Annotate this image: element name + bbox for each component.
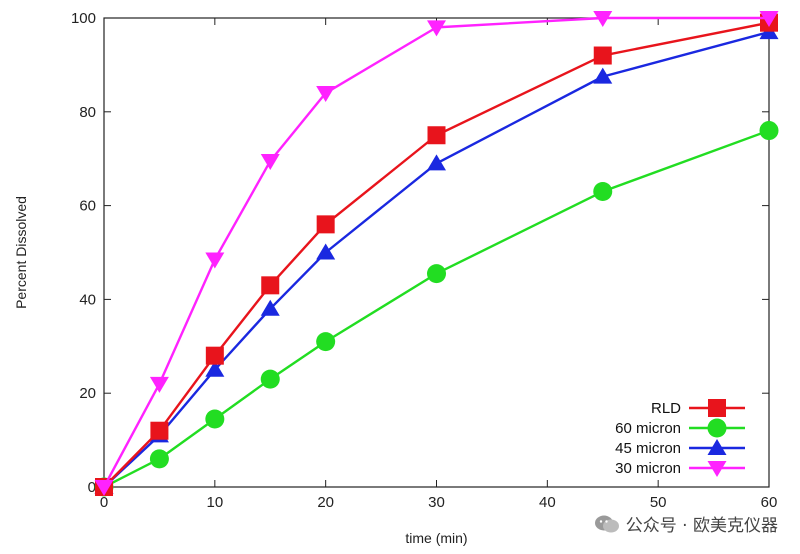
- data-point: [205, 409, 225, 429]
- data-point: [593, 182, 613, 202]
- data-point: [205, 252, 225, 269]
- data-point: [759, 121, 779, 141]
- data-point: [427, 20, 446, 37]
- legend-marker: [707, 418, 727, 438]
- data-point: [427, 126, 446, 145]
- data-point: [261, 276, 280, 295]
- y-tick-label: 100: [71, 10, 96, 27]
- data-point: [316, 86, 336, 103]
- data-point: [427, 154, 446, 171]
- data-point: [759, 11, 779, 27]
- data-point: [260, 154, 280, 171]
- series-line: [103, 30, 770, 488]
- y-tick-label: 20: [79, 385, 96, 402]
- watermark: 公众号 · 欧美克仪器: [594, 511, 778, 536]
- series-30-micron: [94, 11, 779, 496]
- data-point: [205, 346, 224, 365]
- series-line: [102, 16, 769, 488]
- data-point: [149, 376, 169, 393]
- data-point: [593, 67, 613, 84]
- x-axis-label: time (min): [405, 530, 467, 546]
- series-line: [103, 129, 770, 489]
- y-tick-label: 80: [79, 104, 96, 121]
- x-tick-label: 40: [539, 494, 556, 511]
- data-point: [260, 369, 280, 389]
- x-tick-label: 10: [206, 494, 223, 511]
- x-tick-label: 60: [761, 494, 778, 511]
- x-tick-label: 50: [650, 494, 667, 511]
- data-point: [316, 332, 336, 352]
- data-point: [593, 11, 613, 27]
- watermark-text: 公众号 · 欧美克仪器: [625, 516, 778, 536]
- data-point: [427, 264, 446, 284]
- data-point: [94, 480, 114, 496]
- legend-marker: [707, 439, 727, 455]
- x-tick-label: 30: [428, 494, 445, 511]
- data-point: [205, 360, 225, 377]
- x-tick-label: 0: [100, 494, 108, 511]
- data-point: [260, 299, 280, 316]
- series-line: [103, 21, 770, 488]
- legend-label: RLD: [651, 400, 681, 417]
- legend-label: 45 micron: [615, 440, 681, 457]
- x-tick-label: 20: [317, 494, 334, 511]
- data-point: [150, 421, 169, 440]
- legend-marker: [707, 461, 727, 477]
- wechat-icon: [594, 515, 619, 532]
- y-axis-label: Percent Dissolved: [13, 196, 29, 309]
- legend-label: 30 micron: [615, 460, 681, 477]
- data-point: [316, 243, 336, 260]
- legend-label: 60 micron: [615, 420, 681, 437]
- legend-marker: [708, 399, 726, 417]
- data-point: [149, 449, 169, 469]
- y-tick-label: 40: [79, 291, 96, 308]
- data-point: [316, 215, 335, 234]
- data-point: [593, 46, 612, 65]
- y-tick-label: 0: [88, 479, 96, 496]
- y-tick-label: 60: [79, 198, 96, 215]
